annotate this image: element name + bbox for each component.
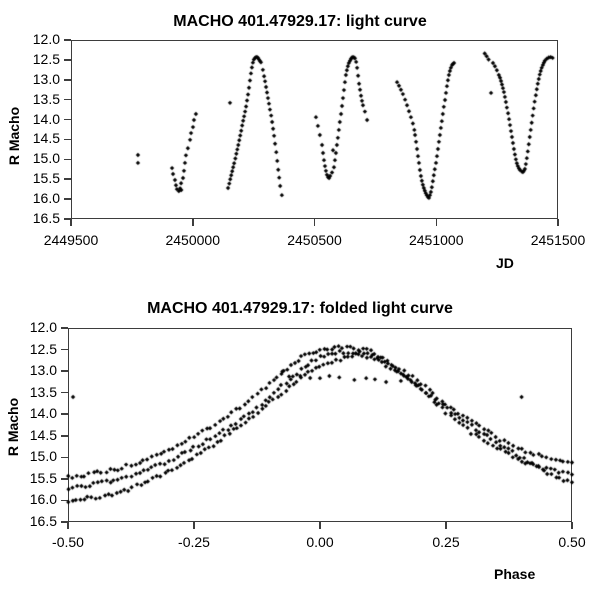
y-tick-mark: [64, 158, 71, 161]
x-tick-mark: [571, 522, 573, 529]
y-tick-mark: [64, 79, 71, 81]
y-tick-label: 15.5: [29, 469, 57, 486]
x-tick-mark: [313, 219, 316, 226]
x-tick-label: 0.00: [306, 534, 334, 550]
x-tick-label: 0.50: [558, 534, 586, 550]
x-tick-mark: [557, 219, 559, 226]
y-tick-mark: [64, 178, 71, 180]
x-tick-mark: [319, 522, 321, 529]
light-curve-title: MACHO 401.47929.17: light curve: [173, 13, 427, 30]
y-tick-label: 14.5: [29, 426, 57, 443]
y-tick-label: 14.5: [32, 130, 60, 147]
y-tick-mark: [64, 59, 71, 61]
y-tick-label: 12.0: [29, 319, 57, 335]
folded-light-curve-title: MACHO 401.47929.17: folded light curve: [147, 300, 453, 317]
x-tick-label: 2451500: [530, 232, 586, 248]
x-tick-label: 2450500: [287, 232, 342, 248]
x-tick-mark: [435, 219, 437, 226]
x-tick-mark: [192, 219, 194, 226]
y-tick-mark: [61, 391, 68, 394]
y-tick-label: 16.5: [32, 210, 60, 226]
x-tick-label: 2451000: [408, 232, 464, 248]
x-tick-label: -0.50: [52, 534, 84, 550]
y-tick-mark: [64, 118, 71, 121]
y-tick-mark: [64, 98, 71, 101]
y-tick-label: 15.0: [32, 150, 60, 167]
y-tick-mark: [61, 456, 68, 459]
y-tick-mark: [61, 499, 68, 502]
y-tick-label: 13.5: [29, 383, 57, 400]
x-tick-mark: [445, 522, 447, 529]
x-tick-mark: [70, 219, 72, 226]
y-tick-label: 13.0: [32, 70, 60, 87]
y-tick-mark: [61, 327, 68, 329]
y-tick-label: 12.0: [32, 31, 60, 47]
y-tick-label: 13.5: [32, 90, 60, 107]
y-tick-label: 13.0: [29, 362, 57, 379]
folded-light-curve-plot-area: [68, 328, 572, 522]
y-tick-mark: [61, 413, 68, 415]
y-tick-label: 14.0: [32, 110, 60, 127]
y-tick-label: 16.0: [29, 491, 57, 508]
x-tick-label: 0.25: [432, 534, 460, 550]
y-tick-label: 15.0: [29, 448, 57, 465]
x-tick-label: 2449500: [43, 232, 99, 248]
y-tick-label: 12.5: [32, 50, 60, 67]
x-tick-mark: [193, 522, 195, 529]
light-curve-plot-area: [71, 40, 558, 219]
y-tick-label: 16.0: [32, 190, 60, 207]
x-tick-mark: [67, 522, 69, 529]
y-tick-mark: [64, 198, 71, 200]
y-tick-label: 12.5: [29, 340, 57, 357]
y-tick-label: 14.0: [29, 405, 57, 422]
x-tick-label: -0.25: [178, 534, 210, 550]
light-curve-x-axis-title: JD: [496, 255, 514, 271]
y-tick-label: 16.5: [29, 513, 57, 529]
folded-light-curve-x-axis-title: Phase: [494, 566, 536, 582]
y-tick-mark: [61, 348, 68, 351]
y-tick-mark: [64, 39, 71, 41]
y-tick-mark: [61, 478, 68, 480]
y-tick-mark: [61, 435, 68, 437]
y-tick-mark: [61, 370, 68, 372]
y-tick-label: 15.5: [32, 170, 60, 187]
y-tick-mark: [64, 138, 71, 141]
x-tick-label: 2450000: [165, 232, 220, 248]
